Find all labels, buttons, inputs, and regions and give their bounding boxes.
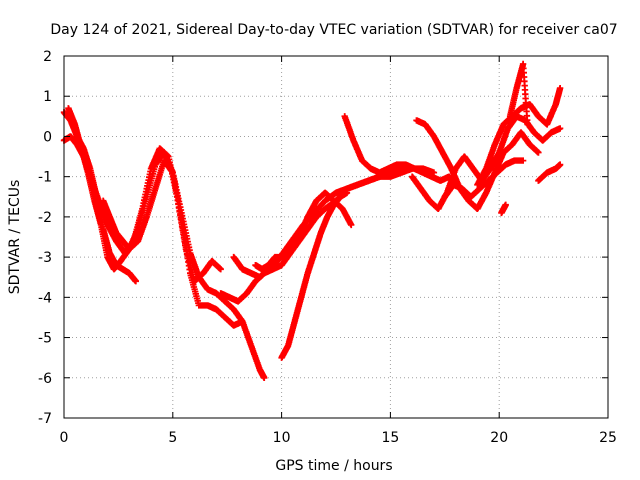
x-tick-labels: 0 5 10 15 20 25 bbox=[60, 430, 617, 446]
data-series bbox=[60, 60, 564, 381]
chart-title: Day 124 of 2021, Sidereal Day-to-day VTE… bbox=[50, 22, 617, 38]
series-arc16 bbox=[535, 161, 564, 184]
y-tick-label: -6 bbox=[38, 371, 52, 387]
x-tick-label: 5 bbox=[168, 430, 177, 446]
y-tick-label: -5 bbox=[38, 331, 52, 347]
x-axis-label: GPS time / hours bbox=[275, 458, 392, 474]
y-tick-label: -2 bbox=[38, 210, 52, 226]
series-arc7 bbox=[252, 189, 355, 273]
y-tick-labels: -7 -6 -5 -4 -3 -2 -1 0 1 2 bbox=[38, 49, 52, 427]
series-arc9 bbox=[341, 113, 453, 184]
x-tick-label: 25 bbox=[599, 430, 617, 446]
y-tick-label: 0 bbox=[43, 129, 52, 145]
series-arc10 bbox=[413, 117, 542, 212]
axis-ticks bbox=[63, 55, 609, 419]
y-tick-label: -3 bbox=[38, 250, 52, 266]
y-tick-label: -4 bbox=[38, 290, 52, 306]
y-tick-label: -7 bbox=[38, 411, 52, 427]
plot-frame bbox=[63, 55, 609, 419]
series-arc8 bbox=[278, 189, 351, 361]
x-tick-label: 0 bbox=[60, 430, 69, 446]
x-tick-label: 15 bbox=[381, 430, 399, 446]
y-axis-label: SDTVAR / TECUs bbox=[7, 180, 23, 295]
grid-lines bbox=[64, 56, 608, 418]
series-arc12 bbox=[441, 157, 527, 200]
series-arc6 bbox=[217, 165, 438, 305]
x-tick-label: 20 bbox=[490, 430, 508, 446]
series-arc14 bbox=[506, 60, 531, 128]
y-tick-label: 2 bbox=[43, 49, 52, 65]
y-tick-label: -1 bbox=[38, 170, 52, 186]
x-tick-label: 10 bbox=[273, 430, 291, 446]
series-arc4 bbox=[100, 157, 268, 381]
series-arc15 bbox=[498, 201, 509, 217]
y-tick-label: 1 bbox=[43, 89, 52, 105]
